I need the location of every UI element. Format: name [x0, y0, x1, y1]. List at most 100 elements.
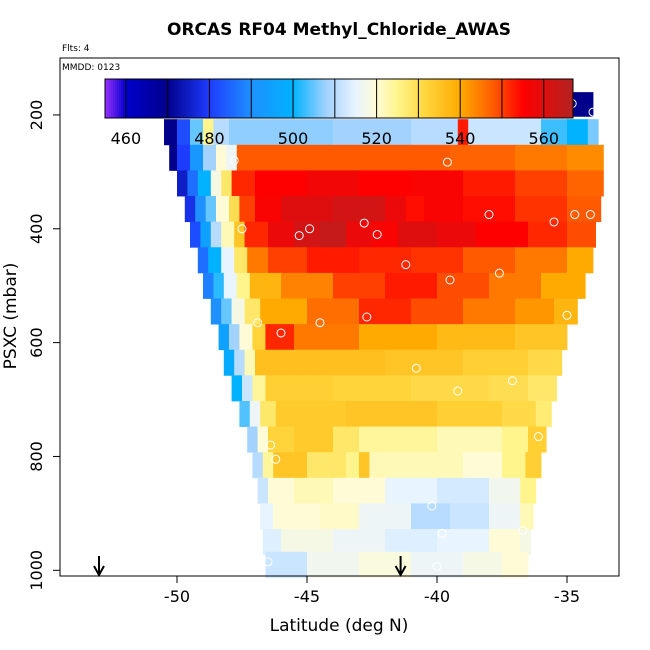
sample-point [305, 224, 315, 234]
heatmap-cell [226, 144, 238, 171]
heatmap-cell [177, 170, 188, 197]
colorbar-swatch [387, 79, 390, 118]
colorbar-swatch [303, 79, 306, 118]
heatmap-cell [463, 551, 503, 578]
heatmap-cell [528, 375, 557, 402]
heatmap-cell [260, 400, 277, 427]
colorbar-swatch [199, 79, 202, 118]
colorbar-swatch [173, 79, 176, 118]
colorbar-swatch [371, 79, 374, 118]
colorbar-swatch [119, 79, 122, 118]
heatmap-cell [567, 119, 589, 146]
y-tick-label: 200 [27, 100, 46, 131]
x-tick-label: -35 [554, 587, 580, 606]
heatmap-cell [489, 529, 521, 556]
x-tick-label: -45 [294, 587, 320, 606]
colorbar-swatch [293, 79, 296, 118]
colorbar-swatch [469, 79, 472, 118]
colorbar-swatch [495, 79, 498, 118]
heatmap-cell [437, 400, 503, 427]
heatmap-cell [346, 400, 438, 427]
colorbar-swatch [291, 79, 294, 118]
colorbar-swatch [263, 79, 266, 118]
colorbar-swatch [257, 79, 260, 118]
heatmap-cell [200, 221, 212, 248]
heatmap-cell [411, 375, 490, 402]
colorbar-swatch [175, 79, 178, 118]
heatmap-cell [528, 221, 568, 248]
colorbar-swatch [367, 79, 370, 118]
heatmap-cell [515, 324, 568, 351]
colorbar-swatch [287, 79, 290, 118]
colorbar-swatch [189, 79, 192, 118]
colorbar-swatch [555, 79, 558, 118]
heatmap-cell [236, 144, 438, 171]
heatmap-cell [252, 324, 266, 351]
colorbar-swatch [285, 79, 288, 118]
colorbar-swatch [525, 79, 528, 118]
colorbar-swatch [385, 79, 388, 118]
sample-point [533, 432, 543, 442]
heatmap-cell [262, 529, 282, 556]
heatmap-cell [463, 298, 516, 325]
heatmap-cell [260, 503, 274, 530]
heatmap-cell [359, 247, 412, 274]
heatmap-cell [213, 272, 225, 299]
colorbar-swatch [171, 79, 174, 118]
heatmap-cell [229, 324, 240, 351]
heatmap-cell [457, 119, 469, 146]
colorbar-swatch [179, 79, 182, 118]
colorbar-swatch [517, 79, 520, 118]
heatmap-cell [515, 170, 568, 197]
colorbar-tick-label: 480 [194, 129, 225, 148]
colorbar-swatch [329, 79, 332, 118]
colorbar-swatch [165, 79, 168, 118]
flights-note: Flts: 4 [62, 44, 90, 54]
heatmap-cell [502, 400, 537, 427]
heatmap-cell [346, 221, 373, 248]
colorbar-swatch [497, 79, 500, 118]
sample-point [263, 557, 273, 567]
sample-point [494, 268, 504, 278]
colorbar-swatch [215, 79, 218, 118]
heatmap-cell [218, 324, 230, 351]
heatmap-cell [190, 119, 204, 146]
colorbar-swatch [423, 79, 426, 118]
flight-marker-arrow [93, 556, 105, 578]
heatmap-cell [525, 452, 542, 479]
colorbar-swatch [537, 79, 540, 118]
colorbar-swatch [549, 79, 552, 118]
colorbar-swatch [105, 79, 108, 118]
heatmap-cell [541, 119, 568, 146]
colorbar-swatch [205, 79, 208, 118]
heatmap-cell [236, 272, 251, 299]
colorbar-swatch [439, 79, 442, 118]
colorbar-swatch [401, 79, 404, 118]
sample-point [518, 525, 528, 535]
colorbar-swatch [553, 79, 556, 118]
colorbar-swatch [345, 79, 348, 118]
colorbar-swatch [197, 79, 200, 118]
heatmap-cell [268, 247, 308, 274]
heatmap-cell [346, 452, 360, 479]
heatmap-cell [333, 375, 412, 402]
sample-point [445, 275, 455, 285]
heatmap-cell [281, 196, 334, 223]
sample-point [585, 210, 595, 220]
flight-markers-layer [93, 556, 407, 578]
heatmap-cell [231, 375, 243, 402]
colorbar-swatch [485, 79, 488, 118]
heatmap-cell [528, 349, 563, 376]
heatmap-cell [190, 144, 204, 171]
colorbar-swatch [249, 79, 252, 118]
colorbar-swatch [415, 79, 418, 118]
colorbar-swatch [533, 79, 536, 118]
colorbar-swatch [441, 79, 444, 118]
sample-point [432, 561, 442, 571]
colorbar-swatch [453, 79, 456, 118]
heatmap-cell [468, 119, 542, 146]
heatmap-cell [234, 221, 245, 248]
heatmap-cell [437, 272, 490, 299]
heatmap-cell [307, 452, 347, 479]
